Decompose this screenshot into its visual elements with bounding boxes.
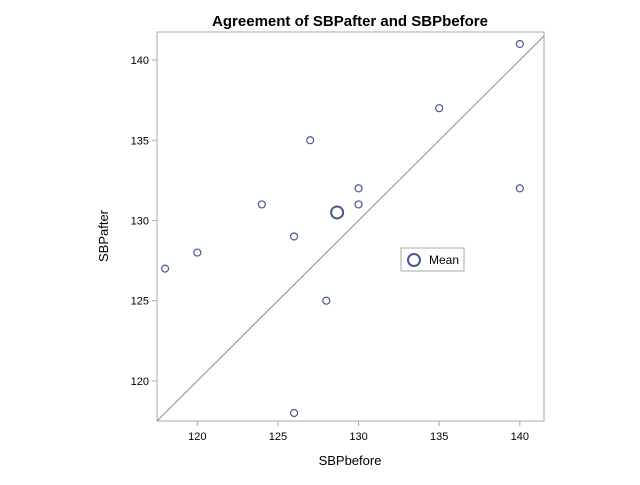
y-axis-label: SBPafter <box>96 209 111 262</box>
data-point-marker <box>193 248 202 257</box>
x-tick-label: 140 <box>511 431 529 443</box>
x-tick-label: 130 <box>349 431 367 443</box>
data-point-marker <box>257 200 266 209</box>
y-tick-label: 140 <box>131 55 149 67</box>
y-tick-label: 130 <box>131 215 149 227</box>
data-point-marker <box>354 184 363 193</box>
data-point-marker <box>435 104 444 113</box>
data-point-marker <box>354 200 363 209</box>
plot-frame <box>156 31 545 422</box>
data-point-marker <box>515 184 524 193</box>
data-points <box>160 39 524 418</box>
x-tick-label: 135 <box>430 431 448 443</box>
data-point-marker <box>515 39 524 49</box>
data-point-marker <box>289 408 299 418</box>
legend-mean-label: Mean <box>429 253 459 267</box>
chart-title: Agreement of SBPafter and SBPbefore <box>212 13 488 30</box>
y-tick-label: 120 <box>131 376 149 388</box>
data-point-marker <box>322 296 331 305</box>
y-axis: 120 125 130 135 140 <box>131 55 157 388</box>
identity-reference-line <box>156 35 545 422</box>
x-axis: 120 125 130 135 140 <box>188 421 529 443</box>
data-point-marker <box>306 136 315 145</box>
y-tick-label: 135 <box>131 135 149 147</box>
mean-point-marker <box>330 205 345 220</box>
x-axis-label: SBPbefore <box>319 453 382 468</box>
data-point-marker <box>160 264 170 273</box>
y-tick-label: 125 <box>131 296 149 308</box>
x-tick-label: 120 <box>188 431 206 443</box>
data-point-marker <box>289 232 299 241</box>
legend: Mean <box>400 247 465 272</box>
x-tick-label: 125 <box>269 431 287 443</box>
legend-mean-marker <box>407 253 421 267</box>
